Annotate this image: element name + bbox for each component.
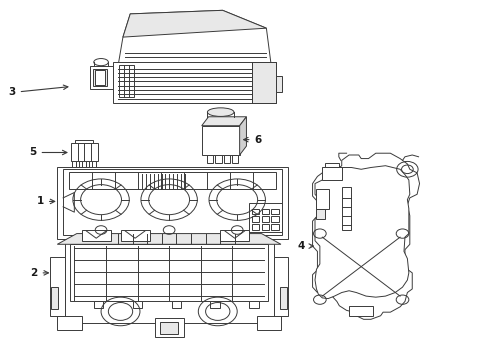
Bar [51, 287, 58, 309]
Ellipse shape [94, 59, 108, 66]
Bar [261, 208, 268, 214]
Polygon shape [314, 166, 409, 298]
Text: 3: 3 [8, 85, 68, 98]
Bar [261, 224, 268, 230]
Bar [154, 318, 183, 337]
Bar [113, 62, 276, 103]
Bar [231, 155, 238, 163]
Bar [271, 216, 278, 222]
Bar [71, 143, 98, 161]
Bar [69, 172, 276, 189]
Bar [273, 257, 287, 316]
Bar [57, 167, 287, 239]
Bar [81, 230, 111, 241]
Bar [92, 161, 96, 168]
Bar [94, 301, 103, 308]
Polygon shape [239, 117, 246, 155]
Polygon shape [312, 153, 419, 319]
Bar [70, 244, 267, 301]
Polygon shape [118, 10, 271, 66]
Bar [119, 65, 133, 97]
Bar [85, 161, 89, 168]
Bar [271, 224, 278, 230]
Bar [50, 257, 64, 316]
Bar [220, 230, 249, 241]
Bar [276, 76, 282, 93]
Bar [251, 224, 259, 230]
Bar [79, 161, 82, 168]
Ellipse shape [207, 108, 233, 116]
Bar [63, 169, 282, 235]
Bar [57, 316, 81, 330]
Bar [72, 161, 76, 168]
Bar [93, 68, 107, 86]
Bar [201, 126, 239, 155]
Bar [271, 208, 278, 214]
Bar [160, 322, 178, 334]
Bar [316, 209, 325, 219]
Bar [251, 216, 259, 222]
Bar [95, 70, 105, 85]
Bar [316, 189, 328, 208]
Bar [132, 301, 142, 308]
Bar [322, 167, 341, 180]
Bar [256, 316, 281, 330]
Bar [75, 140, 93, 143]
Polygon shape [57, 234, 281, 244]
Bar [120, 230, 149, 241]
Text: 6: 6 [243, 135, 261, 145]
Bar [348, 306, 372, 316]
Polygon shape [122, 10, 266, 37]
Bar [251, 208, 259, 214]
Bar [171, 301, 181, 308]
Bar [251, 62, 276, 103]
Text: 1: 1 [37, 197, 55, 206]
Bar [261, 216, 268, 222]
Bar [324, 163, 339, 167]
Text: 4: 4 [297, 241, 313, 251]
Bar [90, 66, 113, 89]
Polygon shape [201, 117, 246, 126]
Text: 2: 2 [30, 268, 48, 278]
Bar [280, 287, 287, 309]
Bar [341, 187, 351, 230]
Bar [224, 155, 230, 163]
Text: 5: 5 [29, 148, 67, 157]
Bar [210, 301, 220, 308]
Bar [215, 155, 221, 163]
Bar [249, 203, 282, 232]
Bar [206, 155, 212, 163]
Bar [64, 243, 273, 323]
Bar [249, 301, 259, 308]
